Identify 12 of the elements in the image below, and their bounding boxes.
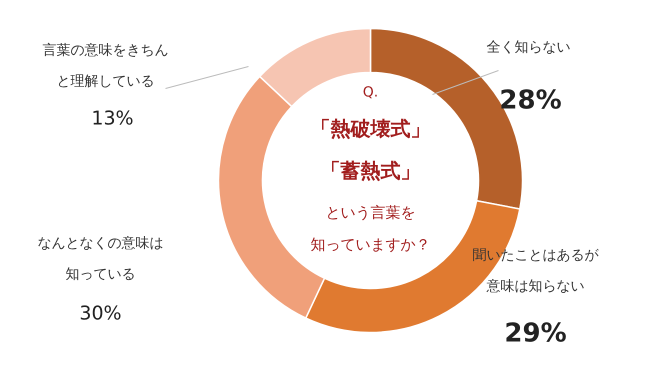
slice-label: 全く知らない [486,40,570,56]
slice-label: なんとなくの意味は知っている [38,236,164,282]
text: Q. [362,84,378,100]
data-label: 30% [79,302,122,324]
slice-label: 言葉の意味をきちんと理解している [42,42,168,90]
data-label: 13% [91,108,134,130]
text: 「蓄熱式」 [320,158,420,182]
data-label: 28% [499,86,562,116]
text: という言葉を知っていますか？ [310,204,430,254]
text: 「熱破壊式」 [310,116,430,140]
slice-label: 聞いたことはあるが意味は知らない [472,248,600,294]
data-label: 29% [504,318,567,348]
